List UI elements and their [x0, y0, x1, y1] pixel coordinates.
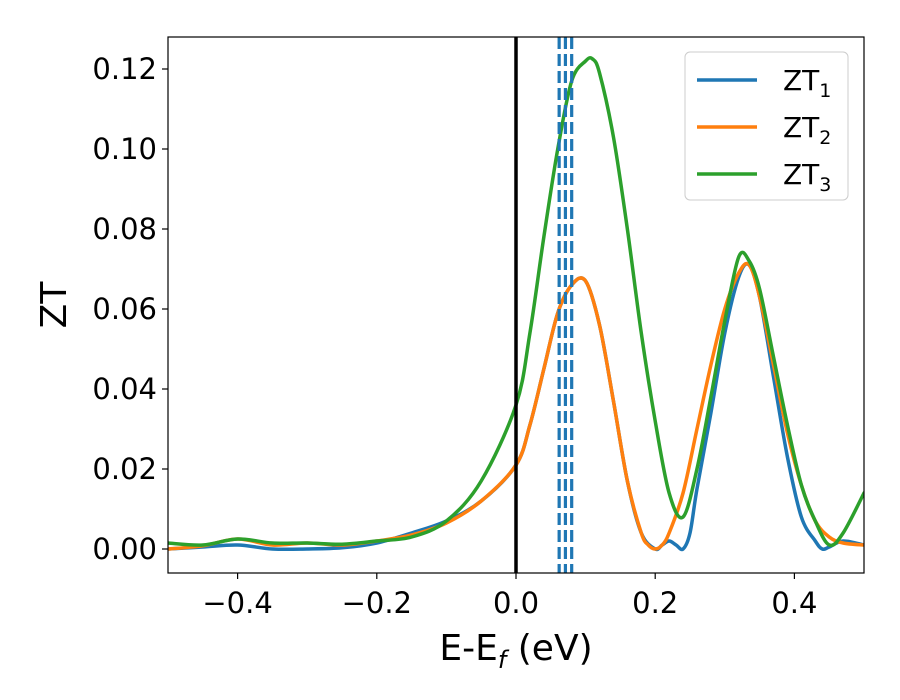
legend-label-3: ZT3 [783, 158, 831, 196]
legend-label-2: ZT2 [783, 111, 831, 149]
y-tick-label: 0.10 [92, 132, 157, 166]
legend-label-subscript: 3 [819, 174, 831, 196]
y-tick-label: 0.12 [92, 52, 157, 86]
legend-label-subscript: 2 [819, 127, 831, 149]
x-tick-label: −0.2 [342, 586, 412, 620]
y-axis-title: ZT [34, 281, 75, 329]
x-axis-title-unit: (eV) [506, 628, 592, 669]
x-axis-ticks: −0.4 −0.2 0.0 0.2 0.4 [202, 573, 817, 620]
x-tick-label: 0.0 [493, 586, 539, 620]
x-axis-title: E-Ef (eV) [439, 628, 592, 674]
series-layer [168, 56, 864, 552]
legend-box [684, 51, 849, 201]
legend-label-subscript: 1 [819, 80, 831, 102]
x-tick-label: −0.4 [202, 586, 272, 620]
y-tick-label: 0.00 [92, 532, 157, 566]
y-axis-ticks: 0.00 0.02 0.04 0.06 0.08 0.10 0.12 [92, 52, 168, 566]
legend-label-1: ZT1 [783, 64, 831, 102]
x-axis-title-main: E-E [439, 628, 497, 669]
x-tick-label: 0.4 [771, 586, 817, 620]
y-tick-label: 0.04 [92, 372, 157, 406]
legend-label-main: ZT [783, 111, 820, 144]
x-tick-label: 0.2 [632, 586, 678, 620]
y-tick-label: 0.06 [92, 292, 157, 326]
legend-label-main: ZT [783, 158, 820, 191]
vline-layer [514, 37, 574, 573]
y-tick-label: 0.08 [92, 212, 157, 246]
y-tick-label: 0.02 [92, 452, 157, 486]
series-line-3 [168, 56, 864, 548]
legend-label-main: ZT [783, 64, 820, 97]
